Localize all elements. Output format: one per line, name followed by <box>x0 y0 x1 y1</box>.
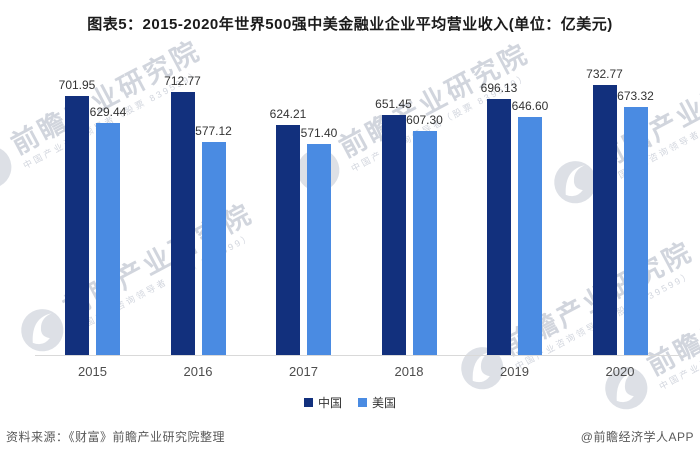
bar-group-2020: 732.77 673.32 <box>586 67 654 355</box>
value-label: 701.95 <box>58 78 96 93</box>
value-label: 571.40 <box>300 126 338 141</box>
x-axis-label: 2019 <box>500 364 529 379</box>
x-axis-line <box>35 355 682 356</box>
bar-美国 <box>307 144 331 355</box>
value-label: 646.60 <box>511 98 549 113</box>
bar-wrap: 607.30 <box>406 113 443 355</box>
value-label: 607.30 <box>406 113 443 128</box>
bar-美国 <box>96 123 120 355</box>
value-label: 732.77 <box>586 67 623 81</box>
bar-美国 <box>412 131 437 355</box>
bar-group-2016: 712.77 577.12 <box>164 74 232 355</box>
bar-wrap: 732.77 <box>586 67 623 355</box>
bar-wrap: 646.60 <box>512 99 548 355</box>
legend-item-美国: 美国 <box>358 394 396 411</box>
bar-wrap: 696.13 <box>481 81 517 355</box>
chart-title: 图表5：2015-2020年世界500强中美金融业企业平均营业收入(单位：亿美元… <box>87 16 613 33</box>
x-axis-label: 2018 <box>394 364 424 379</box>
bar-中国 <box>381 114 406 355</box>
bar-中国 <box>65 96 89 355</box>
bar-wrap: 571.40 <box>301 126 337 355</box>
bar-group-2018: 651.45 607.30 <box>375 97 443 355</box>
value-label: 673.32 <box>617 88 654 103</box>
bar-中国 <box>592 85 617 355</box>
x-axis-label: 2015 <box>78 364 107 379</box>
legend-label: 美国 <box>372 396 397 410</box>
legend-swatch <box>303 398 313 407</box>
value-label: 712.77 <box>164 74 201 89</box>
legend-label: 中国 <box>317 396 342 410</box>
bar-wrap: 701.95 <box>59 78 95 355</box>
bar-wrap: 629.44 <box>90 105 126 355</box>
credit-text: @前瞻经济学人APP <box>580 430 694 444</box>
value-label: 624.21 <box>269 107 307 122</box>
x-axis-label: 2016 <box>183 364 213 379</box>
x-axis-label: 2017 <box>289 364 318 379</box>
bar-wrap: 624.21 <box>270 107 306 355</box>
bar-美国 <box>623 106 648 355</box>
source-text: 资料来源：《财富》前瞻产业研究院整理 <box>6 430 226 444</box>
legend-swatch <box>358 398 367 407</box>
value-label: 577.12 <box>195 124 232 139</box>
value-label: 696.13 <box>480 80 518 95</box>
bar-group-2015: 701.95 629.44 <box>59 78 126 355</box>
value-label: 629.44 <box>89 105 127 120</box>
bar-美国 <box>201 142 226 355</box>
bar-wrap: 577.12 <box>195 124 232 355</box>
bar-中国 <box>170 92 195 355</box>
bar-中国 <box>487 98 511 355</box>
legend: 中国 美国 <box>0 394 700 411</box>
bar-美国 <box>518 116 542 355</box>
legend-item-中国: 中国 <box>303 394 342 411</box>
bar-wrap: 673.32 <box>617 89 654 355</box>
bar-group-2017: 624.21 571.40 <box>270 107 337 355</box>
x-axis-label: 2020 <box>605 364 635 379</box>
bar-中国 <box>276 125 300 355</box>
bar-wrap: 651.45 <box>375 97 412 355</box>
bar-wrap: 712.77 <box>164 74 201 355</box>
value-label: 651.45 <box>375 96 412 111</box>
bar-group-2019: 696.13 646.60 <box>481 81 548 355</box>
